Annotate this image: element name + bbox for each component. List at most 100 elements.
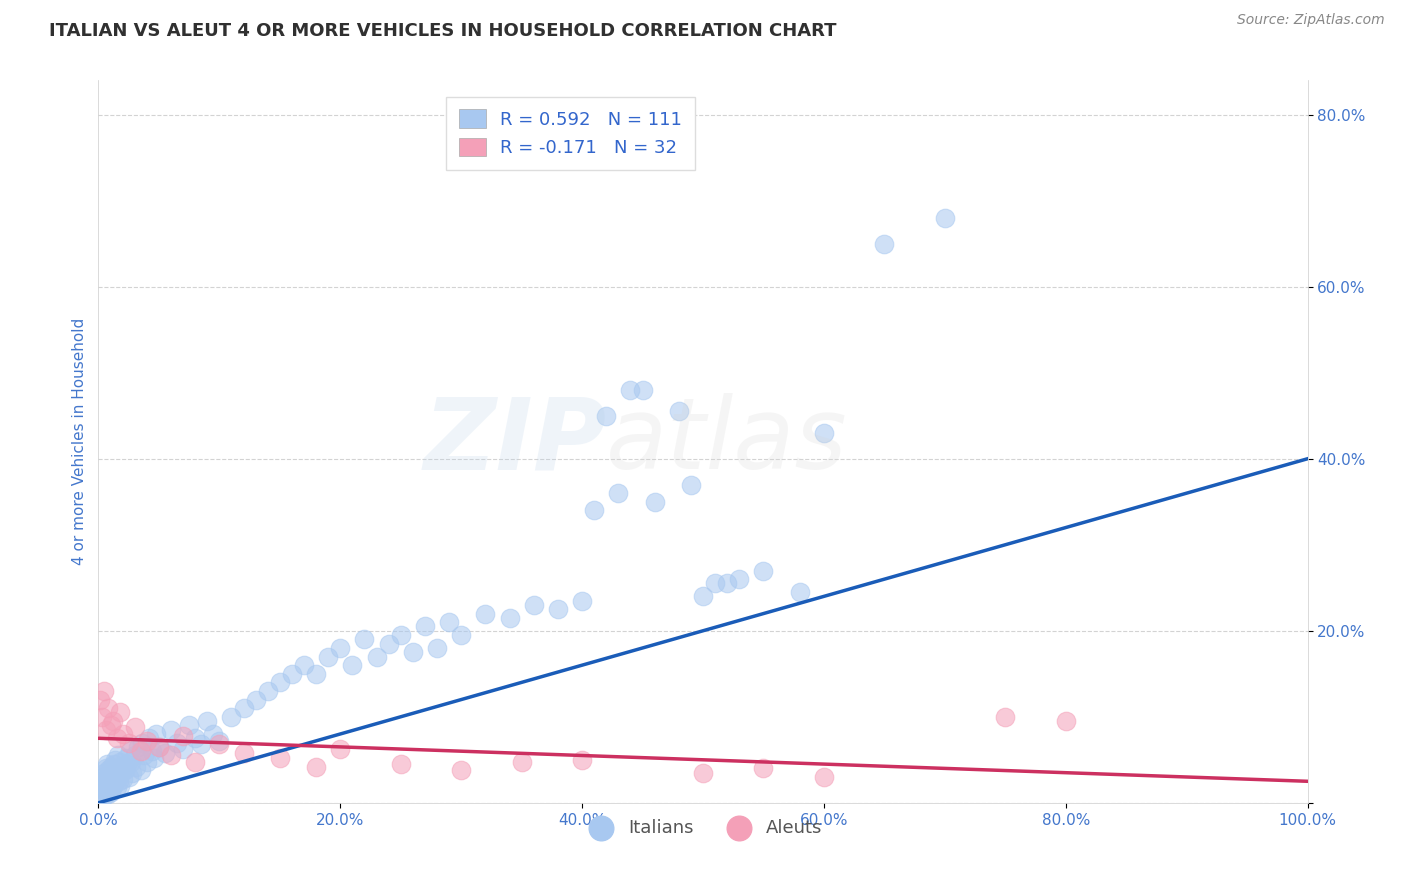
Point <box>96 757 118 772</box>
Text: ZIP: ZIP <box>423 393 606 490</box>
Point <box>97 763 120 777</box>
Point <box>93 789 115 803</box>
Point <box>103 757 125 772</box>
Point <box>498 611 520 625</box>
Point <box>668 404 690 418</box>
Point <box>389 628 412 642</box>
Point <box>112 760 135 774</box>
Point <box>153 746 176 760</box>
Point <box>108 774 131 789</box>
Point <box>281 666 304 681</box>
Point <box>208 734 231 748</box>
Point <box>245 692 267 706</box>
Point <box>148 739 170 754</box>
Point <box>94 723 117 737</box>
Point <box>316 649 339 664</box>
Point <box>329 640 352 655</box>
Point <box>631 383 654 397</box>
Point <box>813 770 835 784</box>
Point <box>166 735 188 749</box>
Point <box>100 765 122 780</box>
Point <box>97 701 120 715</box>
Point <box>100 785 122 799</box>
Point <box>789 585 811 599</box>
Point <box>124 748 146 763</box>
Point <box>305 666 328 681</box>
Point <box>644 494 666 508</box>
Point <box>583 503 606 517</box>
Point <box>105 761 128 775</box>
Point <box>91 783 114 797</box>
Point <box>91 770 114 784</box>
Point <box>607 486 630 500</box>
Point <box>96 782 118 797</box>
Point <box>221 710 243 724</box>
Point <box>105 780 128 795</box>
Point <box>547 602 569 616</box>
Point <box>179 718 201 732</box>
Point <box>413 619 436 633</box>
Point <box>121 765 143 780</box>
Point <box>127 739 149 754</box>
Point <box>111 727 134 741</box>
Point <box>994 710 1017 724</box>
Point <box>134 748 156 763</box>
Point <box>202 727 225 741</box>
Point <box>100 780 122 795</box>
Point <box>184 755 207 769</box>
Point <box>679 477 702 491</box>
Point <box>101 763 124 777</box>
Legend: Italians, Aleuts: Italians, Aleuts <box>576 812 830 845</box>
Point <box>107 748 129 763</box>
Point <box>93 780 115 795</box>
Point <box>91 710 114 724</box>
Point <box>120 755 142 769</box>
Point <box>129 763 152 777</box>
Point <box>125 760 148 774</box>
Point <box>389 757 412 772</box>
Point <box>329 742 352 756</box>
Point <box>108 755 131 769</box>
Point <box>89 692 111 706</box>
Point <box>353 632 375 647</box>
Point <box>232 746 254 760</box>
Point <box>101 714 124 728</box>
Point <box>96 772 118 786</box>
Point <box>107 770 129 784</box>
Point <box>450 763 472 777</box>
Point <box>97 787 120 801</box>
Point <box>91 787 114 801</box>
Point <box>111 772 134 786</box>
Point <box>93 765 115 780</box>
Point <box>450 628 472 642</box>
Point <box>91 774 114 789</box>
Point <box>716 576 738 591</box>
Point <box>595 409 617 423</box>
Text: Source: ZipAtlas.com: Source: ZipAtlas.com <box>1237 13 1385 28</box>
Y-axis label: 4 or more Vehicles in Household: 4 or more Vehicles in Household <box>72 318 87 566</box>
Point <box>402 645 425 659</box>
Point <box>94 761 117 775</box>
Point <box>873 236 896 251</box>
Point <box>571 593 593 607</box>
Point <box>752 564 775 578</box>
Point <box>256 684 278 698</box>
Point <box>437 615 460 630</box>
Point <box>160 748 183 763</box>
Text: atlas: atlas <box>606 393 848 490</box>
Point <box>101 779 124 793</box>
Point <box>100 774 122 789</box>
Point <box>474 607 496 621</box>
Point <box>129 744 152 758</box>
Point <box>752 761 775 775</box>
Point <box>141 744 163 758</box>
Point <box>100 760 122 774</box>
Point <box>160 723 183 737</box>
Point <box>208 737 231 751</box>
Point <box>118 770 141 784</box>
Point <box>94 777 117 791</box>
Point <box>692 765 714 780</box>
Point <box>728 572 751 586</box>
Point <box>135 734 157 748</box>
Point <box>110 765 132 780</box>
